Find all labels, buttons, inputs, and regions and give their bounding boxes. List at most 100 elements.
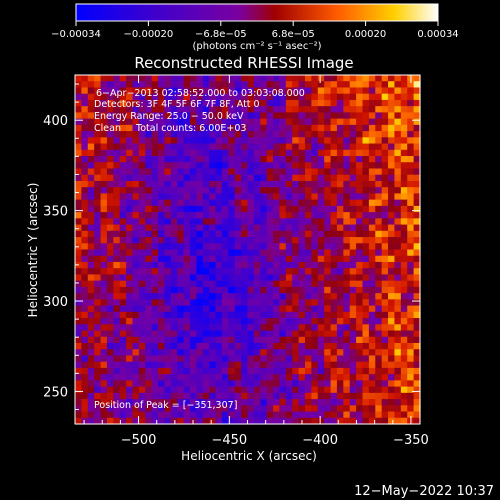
heatmap-cell (407, 99, 415, 107)
heatmap-cell (368, 87, 376, 95)
heatmap-cell (388, 405, 396, 413)
heatmap-cell (305, 93, 312, 101)
heatmap-cell (228, 249, 236, 257)
heatmap-cell (106, 199, 114, 207)
heatmap-cell (190, 143, 197, 151)
heatmap-cell (266, 199, 274, 207)
heatmap-cell (324, 218, 332, 226)
heatmap-cell (266, 305, 274, 313)
heatmap-cell (292, 112, 300, 120)
heatmap-cell (343, 230, 351, 238)
heatmap-cell (362, 149, 370, 157)
heatmap-cell (285, 75, 293, 82)
heatmap-cell (298, 392, 306, 400)
heatmap-cell (81, 280, 89, 288)
heatmap-cell (75, 212, 82, 219)
heatmap-cell (228, 293, 236, 300)
heatmap-cell (330, 93, 338, 101)
heatmap-cell (170, 205, 178, 213)
heatmap-cell (253, 205, 261, 213)
x-tick-label: −450 (211, 433, 247, 448)
heatmap-cell (305, 75, 312, 82)
heatmap-cell (221, 162, 229, 170)
heatmap-cell (228, 417, 236, 425)
heatmap-cell (234, 137, 242, 145)
heatmap-cell (273, 106, 281, 113)
heatmap-cell (75, 224, 82, 232)
heatmap-cell (343, 324, 351, 332)
heatmap-cell (145, 280, 153, 288)
heatmap-cell (266, 93, 274, 101)
heatmap-cell (253, 311, 261, 319)
heatmap-cell (413, 249, 421, 257)
heatmap-cell (209, 255, 217, 263)
heatmap-cell (221, 399, 229, 406)
heatmap-cell (375, 75, 383, 82)
heatmap-cell (279, 162, 287, 170)
heatmap-cell (234, 299, 242, 307)
heatmap-cell (126, 224, 134, 232)
heatmap-cell (132, 274, 140, 282)
heatmap-cell (260, 131, 268, 138)
heatmap-cell (407, 131, 415, 138)
heatmap-cell (311, 305, 319, 313)
heatmap-cell (381, 156, 389, 163)
heatmap-cell (298, 286, 306, 294)
heatmap-cell (279, 193, 287, 201)
heatmap-cell (324, 380, 332, 388)
heatmap-cell (356, 230, 364, 238)
heatmap-cell (413, 349, 421, 357)
heatmap-cell (253, 349, 261, 357)
heatmap-cell (81, 156, 89, 163)
heatmap-cell (311, 205, 319, 213)
heatmap-cell (221, 180, 229, 188)
heatmap-cell (158, 224, 166, 232)
heatmap-cell (183, 336, 191, 344)
heatmap-cell (132, 367, 140, 375)
heatmap-cell (400, 336, 408, 344)
heatmap-cell (349, 193, 357, 201)
heatmap-cell (145, 374, 153, 381)
heatmap-cell (241, 361, 249, 369)
heatmap-cell (336, 237, 344, 244)
heatmap-cell (100, 392, 108, 400)
heatmap-cell (234, 124, 242, 132)
heatmap-cell (253, 374, 261, 381)
heatmap-cell (170, 180, 178, 188)
heatmap-cell (87, 174, 95, 182)
heatmap-cell (132, 342, 140, 350)
heatmap-cell (138, 106, 146, 113)
heatmap-cell (190, 75, 197, 82)
heatmap-cell (94, 299, 102, 307)
heatmap-cell (126, 330, 134, 338)
heatmap-cell (381, 168, 389, 176)
heatmap-cell (87, 336, 95, 344)
heatmap-cell (247, 255, 255, 263)
heatmap-cell (100, 324, 108, 332)
heatmap-cell (266, 156, 274, 163)
y-tick-label: 400 (43, 114, 68, 129)
heatmap-cell (100, 99, 108, 107)
heatmap-cell (81, 243, 89, 251)
heatmap-cell (324, 180, 332, 188)
heatmap-cell (94, 243, 102, 251)
heatmap-cell (126, 374, 134, 381)
heatmap-cell (87, 224, 95, 232)
heatmap-cell (196, 280, 204, 288)
heatmap-cell (158, 318, 166, 325)
heatmap-cell (407, 324, 415, 332)
heatmap-cell (132, 93, 140, 101)
heatmap-cell (298, 405, 306, 413)
heatmap-cell (298, 205, 306, 213)
heatmap-cell (292, 149, 300, 157)
heatmap-cell (164, 199, 172, 207)
heatmap-cell (324, 137, 332, 145)
heatmap-cell (349, 361, 357, 369)
heatmap-cell (100, 305, 108, 313)
heatmap-cell (138, 299, 146, 307)
heatmap-cell (234, 361, 242, 369)
heatmap-cell (151, 230, 159, 238)
heatmap-cell (183, 299, 191, 307)
heatmap-cell (292, 374, 300, 381)
heatmap-cell (273, 399, 281, 406)
